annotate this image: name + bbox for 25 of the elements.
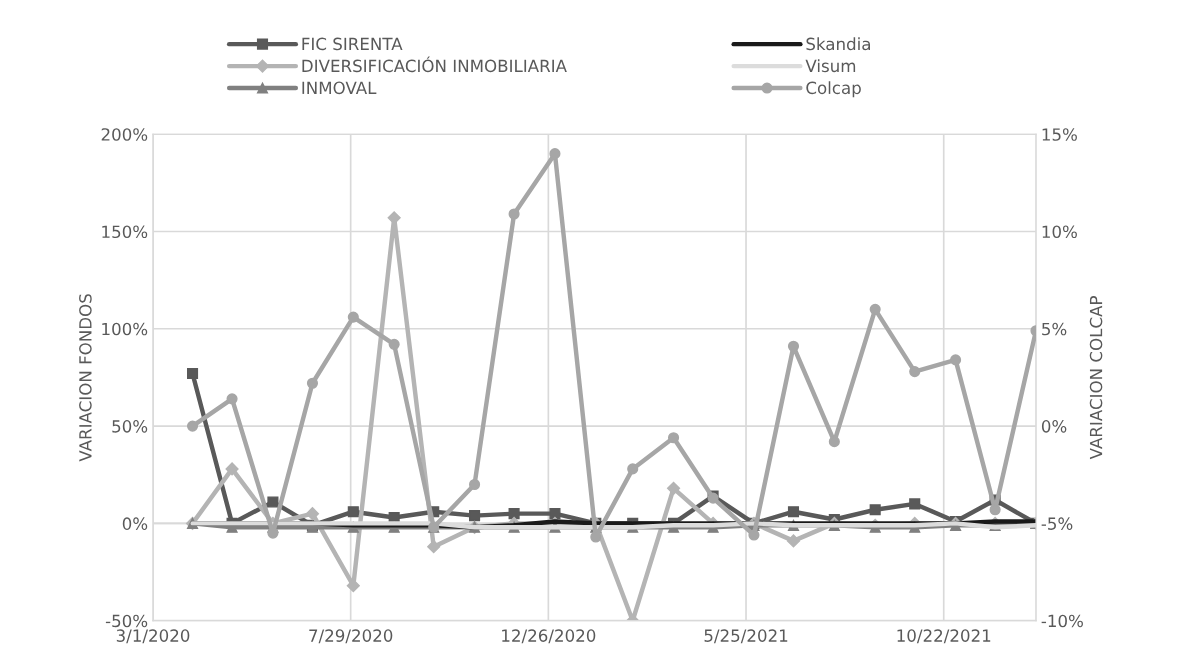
legend-label: INMOVAL	[302, 81, 377, 95]
legend-label: DIVERSIFICACIÓN INMOBILIARIA	[302, 56, 567, 73]
x-tick-label: 10/22/2021	[897, 629, 991, 644]
y-tick-label: -50%	[105, 614, 148, 628]
y-tick-label: 150%	[102, 225, 148, 239]
x-tick-label: 7/29/2020	[309, 629, 393, 644]
y-tick-label: 100%	[102, 322, 148, 336]
x-tick-label: 3/1/2020	[116, 629, 190, 644]
y2-tick-label: 5%	[1042, 322, 1067, 336]
y-tick-label: 0%	[122, 517, 148, 530]
y2-tick-label: 15%	[1042, 128, 1077, 141]
x-tick-label: 12/26/2020	[502, 629, 596, 644]
y-tick-label: 50%	[112, 420, 148, 433]
legend-label: Colcap	[806, 81, 861, 98]
y2-tick-label: -10%	[1041, 614, 1083, 628]
x-tick-label: 5/25/2021	[704, 629, 788, 644]
legend-label: Visum	[805, 59, 856, 73]
y2-axis-title: VARIACION COLCAP	[1089, 296, 1103, 460]
y-axis-title: VARIACION FONDOS	[79, 294, 92, 462]
y2-tick-label: 10%	[1042, 225, 1077, 239]
legend-label: Skandia	[806, 37, 870, 51]
y-tick-label: 200%	[101, 128, 148, 141]
y2-tick-label: 0%	[1041, 420, 1067, 433]
y2-tick-label: -5%	[1041, 517, 1073, 530]
legend-label: FIC SIRENTA	[302, 37, 403, 51]
